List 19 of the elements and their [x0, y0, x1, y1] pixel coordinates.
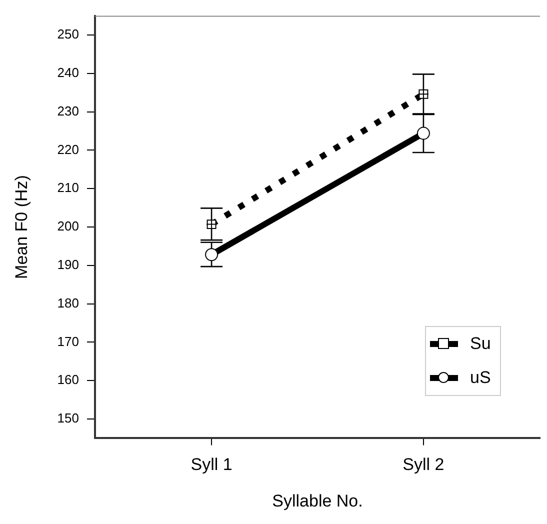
- y-tick-label: 200: [57, 218, 79, 234]
- y-tick-label: 240: [57, 64, 79, 80]
- x-tick-label: Syll 1: [190, 455, 232, 474]
- legend-label: uS: [470, 368, 491, 388]
- y-tick-label: 210: [57, 180, 79, 196]
- y-tick-label: 150: [57, 410, 79, 426]
- y-tick-label: 160: [57, 372, 79, 388]
- point: [416, 126, 430, 140]
- point: [205, 248, 218, 262]
- y-axis-title: Mean F0 (Hz): [12, 175, 31, 279]
- y-tick-label: 180: [57, 295, 79, 310]
- legend-label: Su: [470, 334, 491, 354]
- y-tick-label: 250: [57, 26, 79, 42]
- x-tick-label: Syll 2: [402, 455, 444, 474]
- y-tick-label: 170: [57, 334, 79, 349]
- y-tick-label: 220: [57, 142, 79, 157]
- y-tick-label: 190: [57, 256, 79, 272]
- x-axis-title: Syllable No.: [272, 491, 363, 510]
- y-tick-label: 230: [57, 103, 79, 118]
